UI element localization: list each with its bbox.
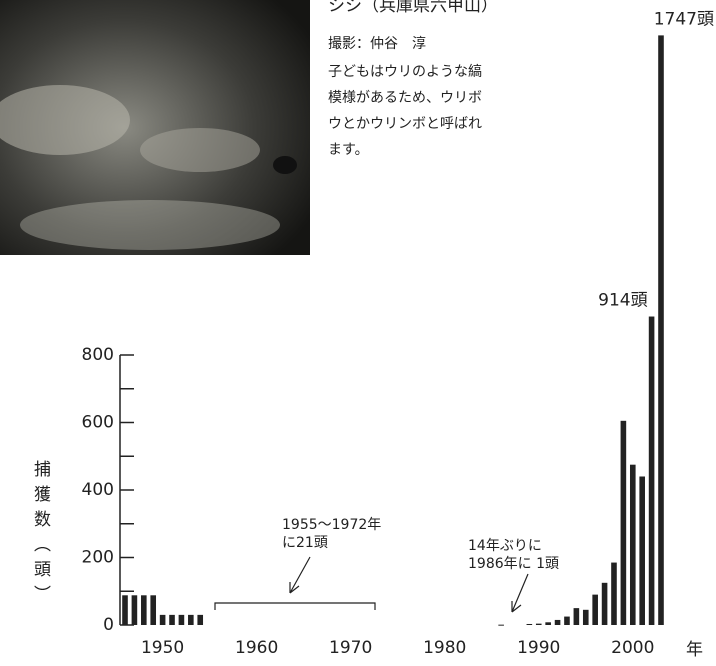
x-tick-label: 1950 xyxy=(141,638,184,658)
bar xyxy=(649,317,655,625)
photo-credit: 撮影：仲谷 淳 xyxy=(328,35,426,52)
bar xyxy=(122,595,128,625)
annotation: 14年ぶりに xyxy=(468,538,542,554)
bar xyxy=(141,595,147,625)
y-tick-label: 400 xyxy=(82,480,114,500)
x-tick-label: 1960 xyxy=(235,638,278,658)
title: シシ（兵庫県六甲山） xyxy=(328,0,498,16)
bar xyxy=(583,610,589,625)
y-tick-label: 600 xyxy=(82,413,114,433)
x-tick-label: 1980 xyxy=(423,638,466,658)
value-label: 1747頭 xyxy=(654,9,714,29)
bar xyxy=(630,465,636,625)
y-tick-label: 0 xyxy=(103,615,114,635)
photo xyxy=(0,0,310,255)
bar xyxy=(639,477,645,626)
x-tick-label: 1990 xyxy=(517,638,560,658)
bar xyxy=(188,615,194,625)
photo-caption: ます。 xyxy=(328,142,369,158)
chart: シシ（兵庫県六甲山） 撮影：仲谷 淳 捕獲数（頭） 年 子どもはウリのような縞模… xyxy=(0,0,716,666)
bar xyxy=(592,595,598,625)
y-tick-label: 200 xyxy=(82,548,114,568)
bar xyxy=(602,583,608,625)
bar xyxy=(169,615,175,625)
photo-caption: 模様があるため、ウリボ xyxy=(328,90,482,106)
annotation: に21頭 xyxy=(282,535,328,551)
y-axis-label: 捕獲数（頭） xyxy=(30,460,51,610)
value-label: 914頭 xyxy=(598,291,647,311)
bar xyxy=(132,595,138,625)
x-axis-label: 年 xyxy=(686,640,703,660)
bar xyxy=(498,625,504,626)
photo-caption: 子どもはウリのような縞 xyxy=(328,63,482,80)
annotation: 1955～1972年 xyxy=(282,517,381,533)
bar xyxy=(150,595,156,625)
bar xyxy=(621,421,627,625)
x-tick-label: 2000 xyxy=(611,638,654,658)
y-tick-label: 800 xyxy=(82,345,114,365)
photo-caption: ウとかウリンボと呼ばれ xyxy=(328,116,482,132)
bar xyxy=(564,617,570,625)
bar xyxy=(536,624,542,625)
bar xyxy=(197,615,203,625)
x-tick-label: 1970 xyxy=(329,638,372,658)
bar xyxy=(555,620,561,625)
bar xyxy=(658,35,664,625)
bar xyxy=(574,608,580,625)
bar xyxy=(611,563,617,625)
annotation: 1986年に 1頭 xyxy=(468,556,559,572)
bar xyxy=(160,615,166,625)
bar xyxy=(545,622,551,625)
bar xyxy=(527,624,533,625)
bar xyxy=(179,615,185,625)
